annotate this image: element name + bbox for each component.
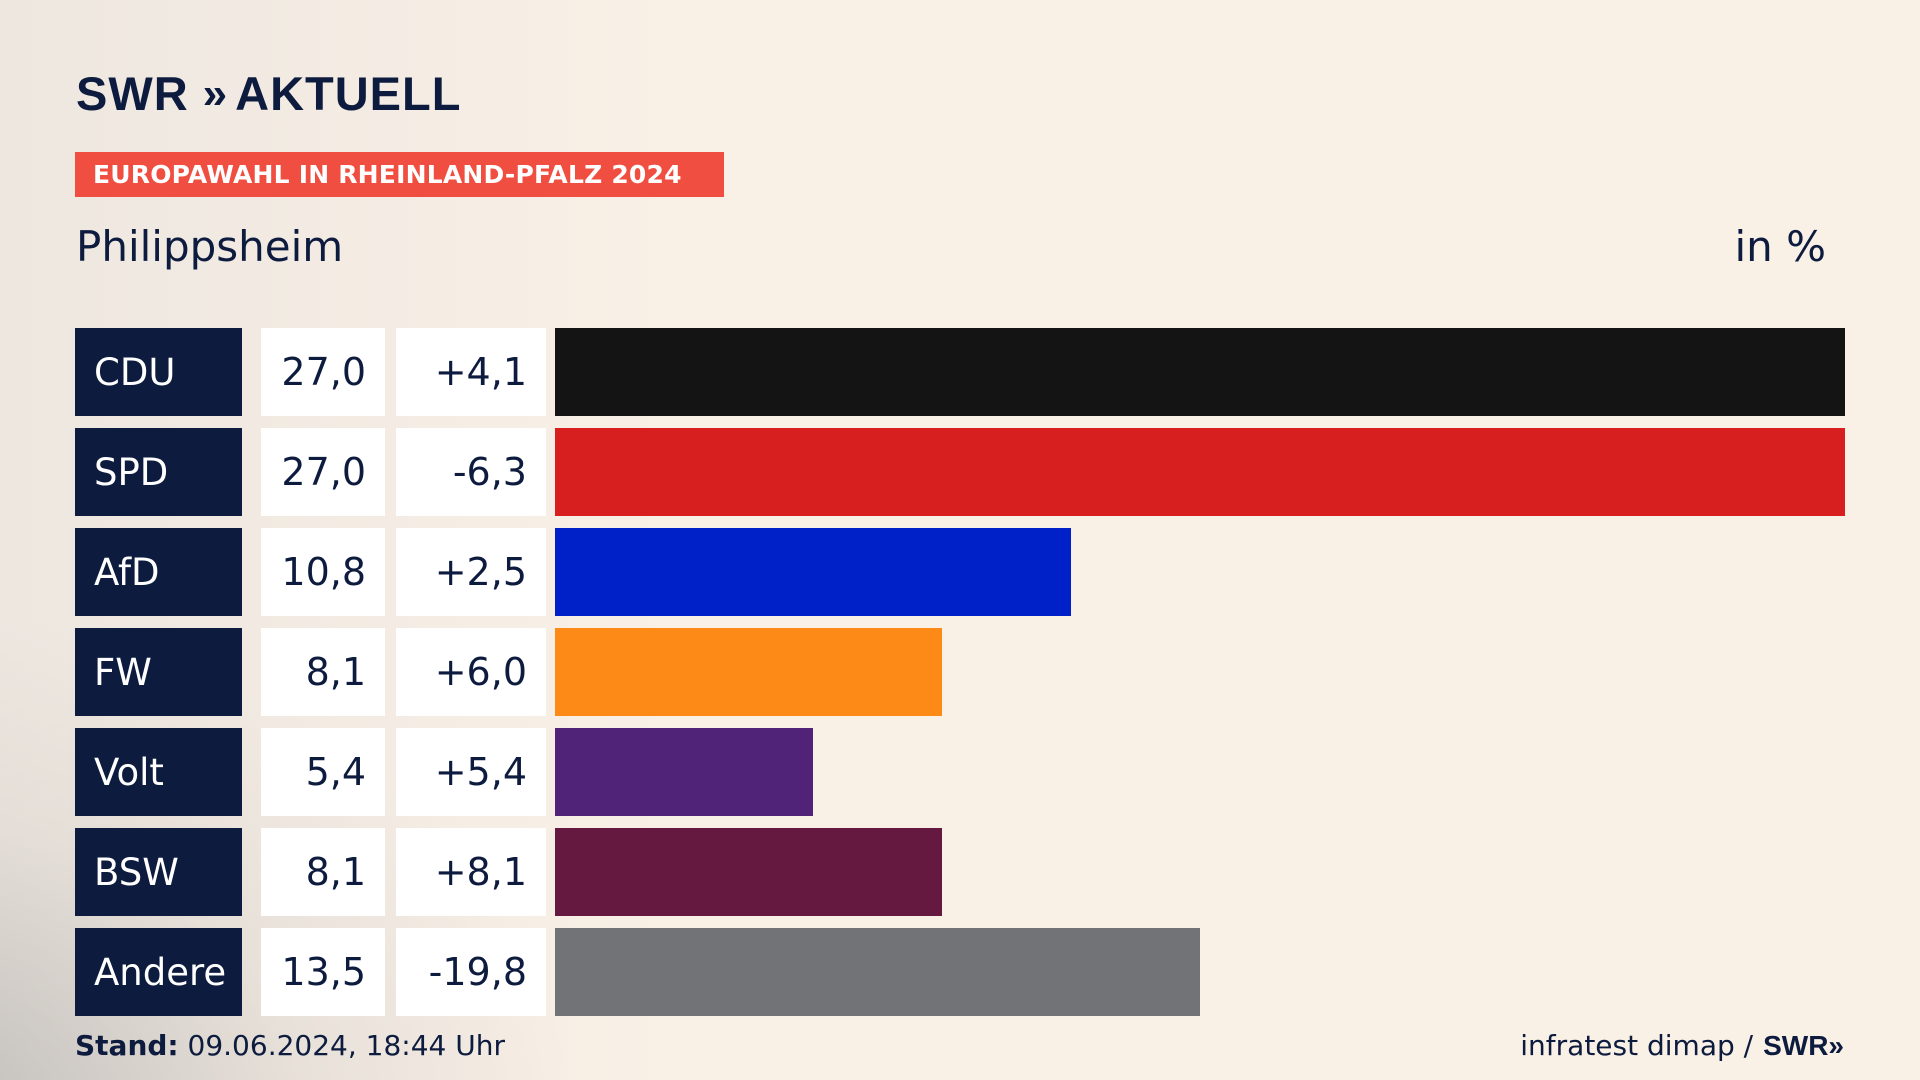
vote-share-label: 8,1 <box>261 628 385 716</box>
bar-volt <box>555 728 813 816</box>
result-row-cdu: CDU 27,0 +4,1 <box>75 328 1845 416</box>
election-banner: EUROPAWAHL IN RHEINLAND-PFALZ 2024 <box>75 152 724 197</box>
vote-share-label: 13,5 <box>261 928 385 1016</box>
change-label: +2,5 <box>396 528 546 616</box>
swr-aktuell-logo: SWR» AKTUELL <box>76 66 461 121</box>
party-label: CDU <box>75 328 242 416</box>
change-label: +5,4 <box>396 728 546 816</box>
change-label: +8,1 <box>396 828 546 916</box>
vote-share-label: 27,0 <box>261 328 385 416</box>
source-text: infratest dimap / <box>1520 1029 1754 1062</box>
result-row-afd: AfD 10,8 +2,5 <box>75 528 1845 616</box>
timestamp-label: Stand: <box>75 1029 179 1062</box>
change-label: +6,0 <box>396 628 546 716</box>
party-label: Andere <box>75 928 242 1016</box>
vote-share-label: 5,4 <box>261 728 385 816</box>
result-row-spd: SPD 27,0 -6,3 <box>75 428 1845 516</box>
timestamp: Stand: 09.06.2024, 18:44 Uhr <box>75 1029 505 1062</box>
bar-bsw <box>555 828 942 916</box>
source-credit: infratest dimap / SWR» <box>1520 1029 1844 1062</box>
bar-andere <box>555 928 1200 1016</box>
logo-title: AKTUELL <box>235 67 462 120</box>
result-row-bsw: BSW 8,1 +8,1 <box>75 828 1845 916</box>
result-row-andere: Andere 13,5 -19,8 <box>75 928 1845 1016</box>
party-label: SPD <box>75 428 242 516</box>
vote-share-label: 8,1 <box>261 828 385 916</box>
logo-text: SWR <box>76 67 189 120</box>
party-label: AfD <box>75 528 242 616</box>
vote-share-label: 10,8 <box>261 528 385 616</box>
change-label: -6,3 <box>396 428 546 516</box>
change-label: +4,1 <box>396 328 546 416</box>
vote-share-label: 27,0 <box>261 428 385 516</box>
result-row-volt: Volt 5,4 +5,4 <box>75 728 1845 816</box>
bar-fw <box>555 628 942 716</box>
municipality-title: Philippsheim <box>76 222 344 271</box>
party-label: FW <box>75 628 242 716</box>
timestamp-value: 09.06.2024, 18:44 Uhr <box>187 1029 505 1062</box>
bar-afd <box>555 528 1071 616</box>
bar-cdu <box>555 328 1845 416</box>
change-label: -19,8 <box>396 928 546 1016</box>
party-label: BSW <box>75 828 242 916</box>
swr-mini-logo: SWR» <box>1763 1030 1844 1061</box>
unit-label: in % <box>1734 222 1826 271</box>
bar-spd <box>555 428 1845 516</box>
result-row-fw: FW 8,1 +6,0 <box>75 628 1845 716</box>
party-label: Volt <box>75 728 242 816</box>
